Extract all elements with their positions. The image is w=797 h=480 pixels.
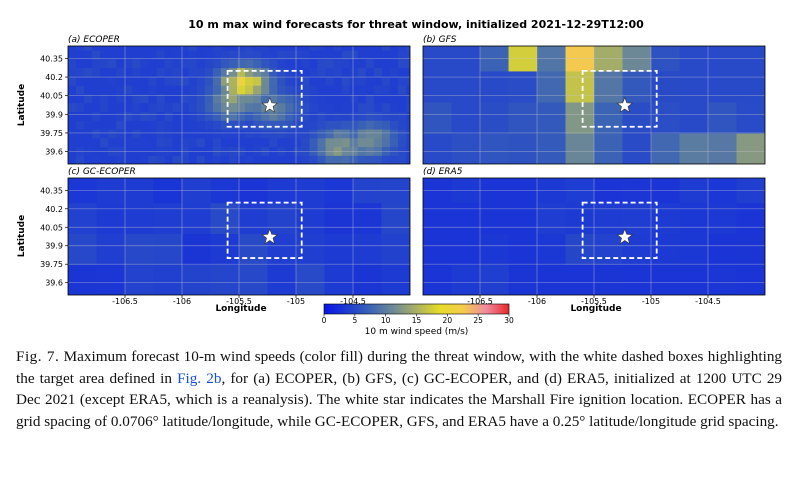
x-tick-label: -106 — [528, 297, 546, 306]
panel-a-map — [68, 46, 410, 164]
figure-caption: Fig. 7. Maximum forecast 10-m wind speed… — [16, 346, 782, 432]
panel-c-yticks: 40.35 40.2 40.05 39.9 39.75 39.6 — [40, 186, 68, 288]
panel-a-frame — [67, 45, 411, 165]
colorbar-tick-label: 15 — [412, 316, 422, 325]
y-tick-label: 39.75 — [40, 260, 63, 269]
panel-a: (a) ECOPER 40.35 40.2 40.05 39.9 39.75 39.6 — [40, 35, 411, 165]
panel-a-yticks: 40.35 40.2 40.05 39.9 39.75 39.6 — [40, 54, 68, 157]
y-tick-label: 39.9 — [45, 242, 63, 251]
panel-d-xticks: -106.5 -106 -105.5 -105 -104.5 — [467, 295, 721, 306]
target-area-box — [581, 69, 658, 128]
caption-fig-label: Fig. 7. — [16, 348, 60, 365]
panel-d: (d) ERA5 -106.5 -106 -105.5 -105 -104.5 — [422, 167, 766, 306]
panel-b-frame — [422, 45, 766, 165]
y-tick-label: 39.75 — [40, 129, 63, 138]
x-tick-label: -106.5 — [112, 297, 138, 306]
colorbar-label: 10 m wind speed (m/s) — [365, 327, 469, 337]
x-tick-label: -105.5 — [581, 297, 607, 306]
panel-b-map — [423, 46, 765, 164]
panel-c-xticks: -106.5 -106 -105.5 -105 -104.5 — [112, 295, 366, 306]
panel-c-grid-cells — [68, 178, 410, 295]
panel-c-map — [68, 178, 410, 295]
x-tick-label: -106.5 — [467, 297, 493, 306]
panel-d-gridlines — [423, 178, 765, 295]
y-tick-label: 39.6 — [45, 279, 63, 288]
colorbar-bar — [323, 303, 510, 315]
y-tick-label: 40.05 — [40, 223, 63, 232]
caption-text-1: Maximum forecast 10-m wind speeds (color… — [16, 348, 783, 387]
panel-b-grid-cells — [423, 46, 765, 164]
y-tick-label: 40.05 — [40, 92, 63, 101]
colorbar-tick-label: 0 — [322, 316, 327, 325]
x-tick-label: -104.5 — [695, 297, 721, 306]
colorbar-tick-label: 5 — [352, 316, 357, 325]
ylabel-bottom: Latitude — [17, 215, 27, 257]
ylabel-top: Latitude — [17, 84, 27, 126]
panel-d-map — [423, 178, 765, 295]
xlabel-left: Longitude — [215, 304, 266, 314]
x-tick-label: -104.5 — [340, 297, 366, 306]
colorbar-tick-label: 10 — [381, 316, 391, 325]
y-tick-label: 39.6 — [45, 148, 63, 157]
target-area-box — [226, 69, 303, 128]
panel-c: (c) GC-ECOPER 40.35 40.2 40.05 39.9 39.75 39.… — [40, 167, 411, 306]
x-tick-label: -105 — [642, 297, 660, 306]
ignition-star-icon — [616, 96, 634, 113]
figure-title: 10 m max wind forecasts for threat windo… — [188, 18, 644, 31]
panel-a-gridlines — [68, 46, 410, 164]
xlabel-right: Longitude — [570, 304, 621, 314]
colorbar: 0 5 10 15 20 25 30 10 m wind speed (m/s) — [322, 303, 514, 337]
panel-b-gridlines — [423, 46, 765, 164]
ignition-star-icon — [261, 228, 279, 245]
caption-text-2: , for (a) ECOPER, (b) GFS, (c) GC-ECOPER… — [16, 369, 783, 430]
colorbar-tick-label: 30 — [504, 316, 514, 325]
caption-fig-link[interactable]: Fig. 2b — [177, 369, 222, 387]
panel-c-gridlines — [68, 178, 410, 295]
panel-b: (b) GFS — [422, 35, 766, 165]
y-tick-label: 40.35 — [40, 54, 63, 63]
y-tick-label: 40.35 — [40, 186, 63, 195]
y-tick-label: 40.2 — [45, 205, 63, 214]
colorbar-tick-label: 20 — [443, 316, 453, 325]
x-tick-label: -105 — [287, 297, 305, 306]
ignition-star-icon — [261, 96, 279, 113]
ignition-star-icon — [616, 228, 634, 245]
panel-b-label: (b) GFS — [423, 35, 457, 45]
panel-c-label: (c) GC-ECOPER — [68, 167, 136, 177]
panel-a-grid-cells — [68, 46, 410, 164]
y-tick-label: 39.9 — [45, 110, 63, 119]
panel-d-label: (d) ERA5 — [423, 167, 463, 177]
x-tick-label: -106 — [173, 297, 191, 306]
x-tick-label: -105.5 — [226, 297, 252, 306]
colorbar-ticks: 0 5 10 15 20 25 30 — [322, 314, 514, 325]
colorbar-tick-label: 25 — [473, 316, 483, 325]
panel-a-label: (a) ECOPER — [68, 35, 120, 45]
panel-d-grid-cells — [423, 178, 765, 295]
y-tick-label: 40.2 — [45, 73, 63, 82]
